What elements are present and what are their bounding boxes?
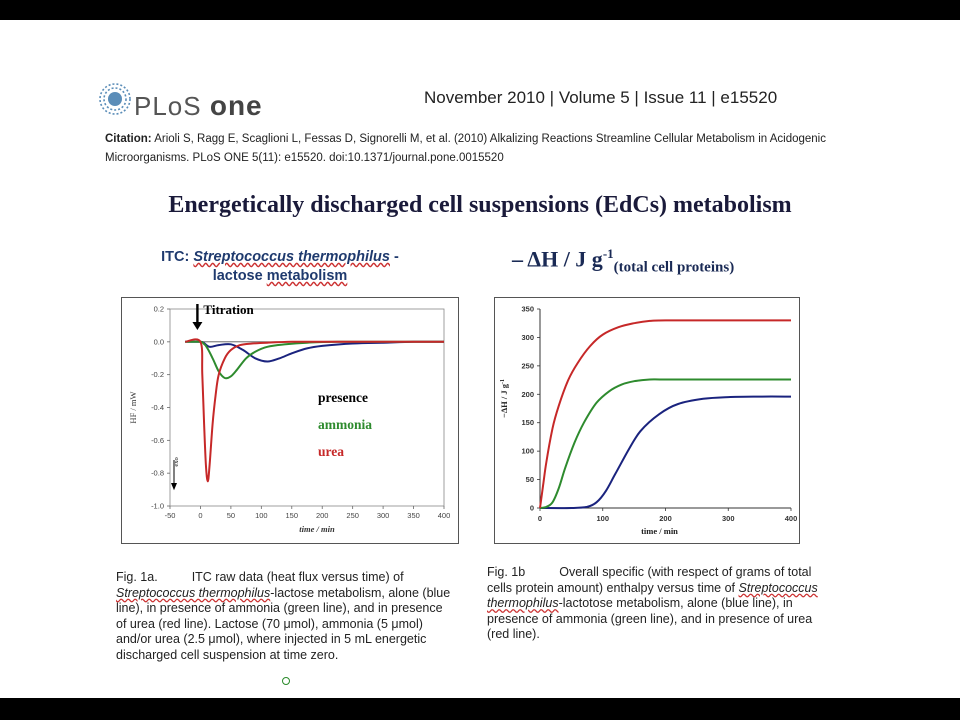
plot-frame	[169, 308, 445, 507]
titration-label: Titration	[203, 302, 254, 317]
y-tick-label: -0.6	[151, 436, 164, 445]
logo-wordmark: PLoS one	[134, 90, 263, 121]
x-axis-label: time / min	[641, 526, 678, 536]
fig1a-chart: -50 0 50 100 150 200 250 300 350 400 0.2 0.0 -0.2 -0.…	[121, 297, 459, 544]
series-line-urea	[185, 338, 444, 483]
fig1b-svg: 0 50 100 150 200 250 300 350 0 100 200 300 400 time /…	[499, 305, 798, 537]
y-tick-label: 0	[530, 504, 534, 513]
exo-arrow-head	[171, 483, 177, 491]
x-tick-label: 300	[722, 514, 735, 523]
y-axis-label: HF / mW	[128, 391, 138, 423]
plos-one-logo: PLoS one	[98, 80, 268, 124]
x-tick-label: 400	[785, 514, 798, 523]
y-axis-label-sup: -1	[500, 379, 506, 384]
fig1b-chart: 0 50 100 150 200 250 300 350 0 100 200 300 400 time /…	[494, 297, 800, 544]
x-tick-label: 400	[438, 511, 451, 520]
y-tick-label: 100	[521, 447, 534, 456]
y-tick-label: 200	[521, 390, 534, 399]
y-tick-label: -0.4	[151, 403, 164, 412]
fig1b-heading: – ΔH / J g-1(total cell proteins)	[512, 246, 735, 276]
slide: PLoS one November 2010 | Volume 5 | Issu…	[0, 20, 960, 698]
x-tick-label: 350	[407, 511, 420, 520]
citation-text: Arioli S, Ragg E, Scaglioni L, Fessas D,…	[105, 133, 826, 164]
series-line-urea	[539, 319, 791, 509]
y-tick-label: 50	[526, 475, 534, 484]
x-tick-label: 100	[255, 511, 268, 520]
fig1a-svg: -50 0 50 100 150 200 250 300 350 400 0.2 0.0 -0.2 -0.…	[128, 302, 451, 534]
x-tick-label: 0	[198, 511, 202, 520]
y-tick-label: -0.8	[151, 469, 164, 478]
y-tick-label: 0.2	[154, 305, 164, 314]
y-tick-label: 250	[521, 361, 534, 370]
y-tick-label: 0.0	[154, 337, 164, 346]
plos-sun-icon	[99, 83, 131, 115]
x-tick-label: 250	[346, 511, 359, 520]
x-tick-label: 200	[659, 514, 672, 523]
y-tick-label: -1.0	[151, 502, 164, 511]
citation-label: Citation:	[105, 133, 152, 145]
fig1b-caption: Fig. 1b Overall specific (with respect of…	[487, 565, 818, 641]
citation: Citation: Arioli S, Ragg E, Scaglioni L,…	[105, 130, 845, 168]
fig1a-heading: ITC: Streptococcus thermophilus - lactos…	[161, 249, 399, 284]
legend-ammonia: ammonia	[318, 417, 372, 432]
x-tick-label: 200	[316, 511, 329, 520]
y-tick-label: -0.2	[151, 370, 164, 379]
x-tick-label: 150	[286, 511, 299, 520]
marker-dot	[282, 677, 290, 685]
legend-urea: urea	[318, 444, 344, 459]
x-tick-label: 300	[377, 511, 390, 520]
y-tick-label: 350	[521, 305, 534, 314]
slide-title: Energetically discharged cell suspension…	[168, 192, 792, 218]
series-line-presence	[539, 395, 792, 510]
x-tick-label: -50	[165, 511, 176, 520]
issue-info: November 2010 | Volume 5 | Issue 11 | e1…	[424, 88, 778, 107]
x-tick-label: 50	[227, 511, 235, 520]
y-tick-label: 150	[521, 418, 534, 427]
x-tick-label: 0	[538, 514, 542, 523]
series-line-ammonia	[539, 378, 791, 509]
fig1a-caption: Fig. 1a. ITC raw data (heat flux versus t…	[116, 570, 451, 662]
x-axis-label: time / min	[299, 524, 335, 534]
exo-label: exo	[173, 457, 180, 466]
legend-presence: presence	[318, 390, 368, 405]
x-tick-label: 100	[596, 514, 609, 523]
y-axis-label: −ΔH / J g-1	[499, 379, 509, 418]
series-line-presence	[185, 340, 445, 363]
y-tick-label: 300	[521, 333, 534, 342]
titration-arrow-head	[192, 322, 203, 330]
